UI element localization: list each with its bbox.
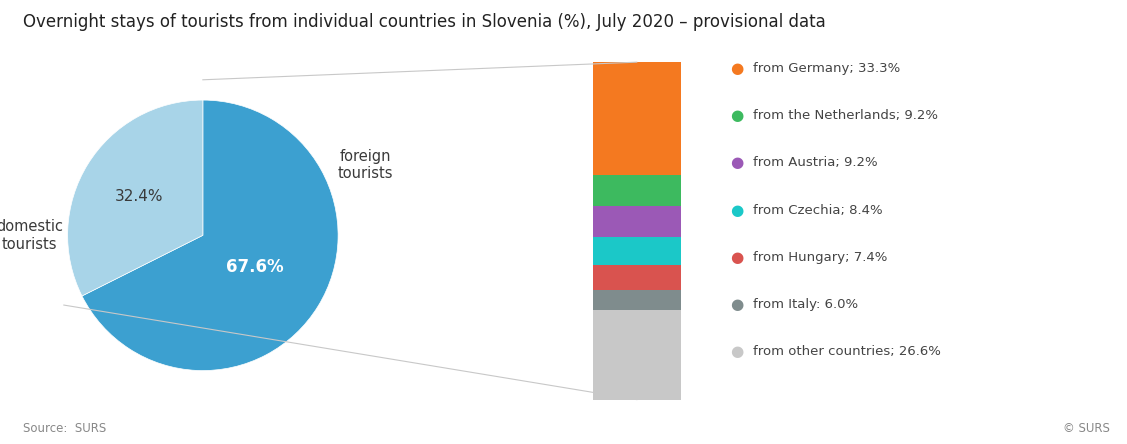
Text: from Hungary; 7.4%: from Hungary; 7.4% [753, 250, 887, 264]
Text: 67.6%: 67.6% [225, 258, 284, 276]
Text: ●: ● [730, 202, 744, 218]
Text: Overnight stays of tourists from individual countries in Slovenia (%), July 2020: Overnight stays of tourists from individ… [23, 13, 825, 32]
Text: ●: ● [730, 250, 744, 265]
Wedge shape [82, 100, 338, 371]
Bar [593, 310, 681, 400]
Bar [593, 174, 681, 206]
Text: from other countries; 26.6%: from other countries; 26.6% [753, 345, 941, 358]
Bar [593, 265, 681, 290]
Bar [593, 62, 681, 174]
Text: domestic
tourists: domestic tourists [0, 219, 63, 251]
Wedge shape [68, 100, 203, 296]
Text: 32.4%: 32.4% [115, 189, 163, 204]
Text: from Italy: 6.0%: from Italy: 6.0% [753, 297, 858, 311]
Bar [593, 290, 681, 310]
Bar [593, 237, 681, 265]
Text: ●: ● [730, 297, 744, 312]
Text: from Germany; 33.3%: from Germany; 33.3% [753, 62, 900, 75]
Text: ●: ● [730, 155, 744, 170]
Text: from the Netherlands; 9.2%: from the Netherlands; 9.2% [753, 109, 938, 123]
Text: ●: ● [730, 61, 744, 76]
Text: foreign
tourists: foreign tourists [337, 149, 393, 181]
Text: from Czechia; 8.4%: from Czechia; 8.4% [753, 203, 882, 217]
Text: from Austria; 9.2%: from Austria; 9.2% [753, 156, 878, 170]
Text: ●: ● [730, 108, 744, 123]
Bar [593, 206, 681, 237]
Text: © SURS: © SURS [1063, 422, 1110, 435]
Text: Source:  SURS: Source: SURS [23, 422, 106, 435]
Text: ●: ● [730, 344, 744, 359]
